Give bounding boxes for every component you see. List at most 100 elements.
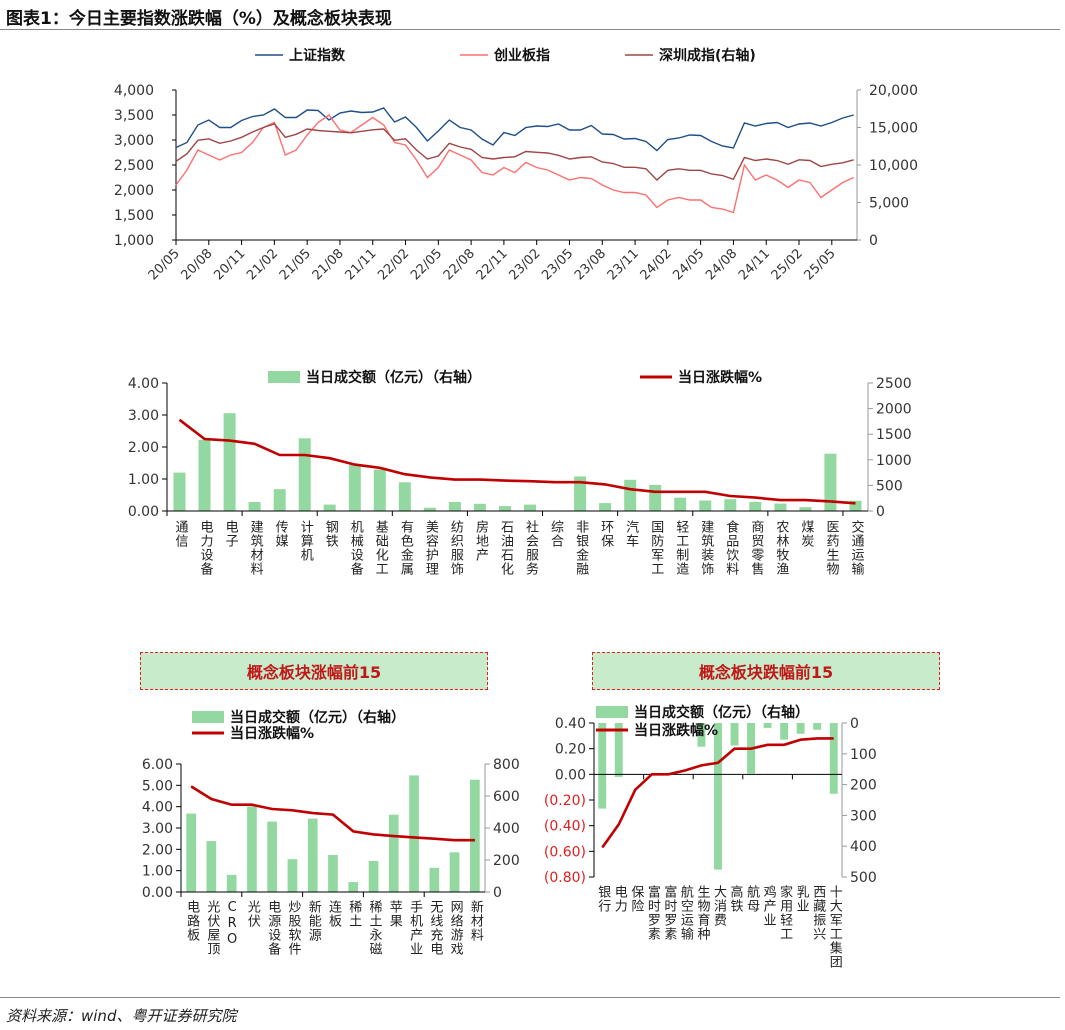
y-right-tick-label: 500 [876, 478, 903, 494]
category-label: 电路板 [184, 900, 200, 942]
category-label: 手机产业 [407, 900, 423, 956]
y-left-tick-label: 4.00 [128, 376, 159, 392]
bar [499, 506, 511, 511]
bar [186, 813, 196, 892]
y-right-tick-label: 1000 [876, 453, 912, 469]
y-left-tick-label: 3,000 [114, 133, 154, 149]
x-tick-label: 21/11 [342, 246, 379, 283]
category-label: 稀土永磁 [366, 900, 382, 956]
category-label: 炒股软件 [285, 900, 301, 956]
category-label: 光伏屋顶 [204, 900, 220, 956]
change-line [178, 418, 856, 505]
bar [348, 882, 359, 892]
bar [774, 503, 787, 511]
category-label: 钢铁 [322, 520, 338, 548]
box-title-gainers: 概念板块涨幅前15 [140, 652, 488, 690]
category-label: 光伏 [244, 900, 260, 928]
category-label: 银行 [595, 885, 611, 913]
category-label: 稀土 [346, 900, 362, 928]
bar [598, 723, 607, 809]
category-label: 高铁 [727, 885, 743, 913]
x-tick-label: 23/02 [506, 246, 543, 283]
series-line-1 [175, 114, 854, 214]
legend-label-line: 当日涨跌幅% [634, 722, 718, 739]
bar [247, 806, 257, 892]
bar [730, 723, 739, 746]
y-right-tick-label: 100 [850, 747, 877, 763]
bar [624, 479, 637, 511]
category-label: 传媒 [272, 520, 288, 548]
category-label: 鸡产业 [760, 885, 776, 927]
legend-label-bar: 当日成交额（亿元）（右轴） [634, 704, 809, 721]
category-label: 基础化工 [372, 520, 388, 576]
category-label: 综合 [548, 520, 564, 548]
bar [749, 502, 762, 511]
bar [448, 502, 461, 511]
category-label: 家用轻工 [777, 885, 793, 941]
category-label: 电力 [611, 885, 627, 913]
legend-swatch-bar [192, 711, 224, 723]
y-left-tick-label: 2.00 [142, 842, 173, 858]
y-right-tick-label: 300 [850, 808, 877, 824]
y-left-tick-label: 5.00 [142, 778, 173, 794]
y-left-tick-label: (0.40) [544, 819, 586, 835]
category-label: 医药生物 [823, 520, 839, 576]
category-label: 航空运输 [677, 885, 693, 941]
legend-label: 上证指数 [289, 47, 346, 64]
category-label: 食品饮料 [723, 520, 739, 576]
category-label: 非银金融 [573, 520, 589, 576]
title-divider [0, 29, 1060, 30]
x-tick-label: 25/02 [769, 246, 806, 283]
category-label: 农林牧渔 [773, 520, 789, 576]
category-label: 纺织服饰 [447, 520, 463, 576]
bar [849, 500, 862, 511]
y-right-tick-label: 5,000 [869, 196, 909, 212]
x-tick-label: 20/08 [179, 246, 216, 283]
bar [829, 723, 838, 794]
y-right-tick-label: 200 [493, 853, 520, 869]
bar [599, 503, 612, 511]
y-right-tick-label: 1500 [876, 427, 912, 443]
x-tick-label: 20/11 [211, 246, 248, 283]
y-right-tick-label: 2000 [876, 402, 912, 418]
y-left-tick-label: (0.20) [544, 793, 586, 809]
bar [206, 841, 217, 892]
x-tick-label: 22/11 [474, 246, 511, 283]
y-left-tick-label: 1,000 [114, 233, 154, 249]
legend-swatch-bar [596, 706, 628, 718]
bar [348, 464, 361, 511]
category-label: 建筑材料 [247, 520, 263, 576]
bar [287, 859, 298, 892]
bar [813, 723, 822, 730]
category-label: 建筑装饰 [698, 520, 714, 576]
y-left-tick-label: 0.00 [555, 767, 586, 783]
category-label: 新材料 [467, 900, 483, 942]
bar [699, 500, 712, 511]
y-right-tick-label: 400 [850, 839, 877, 855]
category-label: 汽车 [623, 520, 639, 548]
bar [267, 821, 277, 892]
change-line [190, 785, 475, 842]
y-left-tick-label: 0.00 [128, 504, 159, 520]
bar [799, 507, 812, 511]
category-label: CRO [224, 900, 240, 948]
x-tick-label: 24/02 [638, 246, 675, 283]
figure-title: 图表1：今日主要指数涨跌幅（%）及概念板块表现 [6, 9, 392, 29]
y-right-tick-label: 0 [876, 504, 885, 520]
category-label: 美容护理 [422, 520, 438, 576]
category-label: 石油石化 [497, 520, 513, 576]
category-label: 轻工制造 [673, 520, 689, 576]
bar [674, 497, 687, 511]
y-right-tick-label: 15,000 [869, 121, 918, 137]
legend-label-line: 当日涨跌幅% [230, 725, 314, 742]
y-right-tick-label: 600 [493, 789, 520, 805]
category-label: 国防军工 [648, 520, 664, 576]
x-tick-label: 24/05 [670, 246, 707, 283]
bar [796, 723, 805, 734]
y-right-tick-label: 0 [493, 885, 502, 901]
y-right-tick-label: 20,000 [869, 83, 918, 99]
category-label: 生物育种 [694, 885, 710, 941]
bar [409, 775, 419, 892]
y-left-tick-label: 0.00 [142, 885, 173, 901]
category-label: 富时罗素 [644, 885, 660, 941]
